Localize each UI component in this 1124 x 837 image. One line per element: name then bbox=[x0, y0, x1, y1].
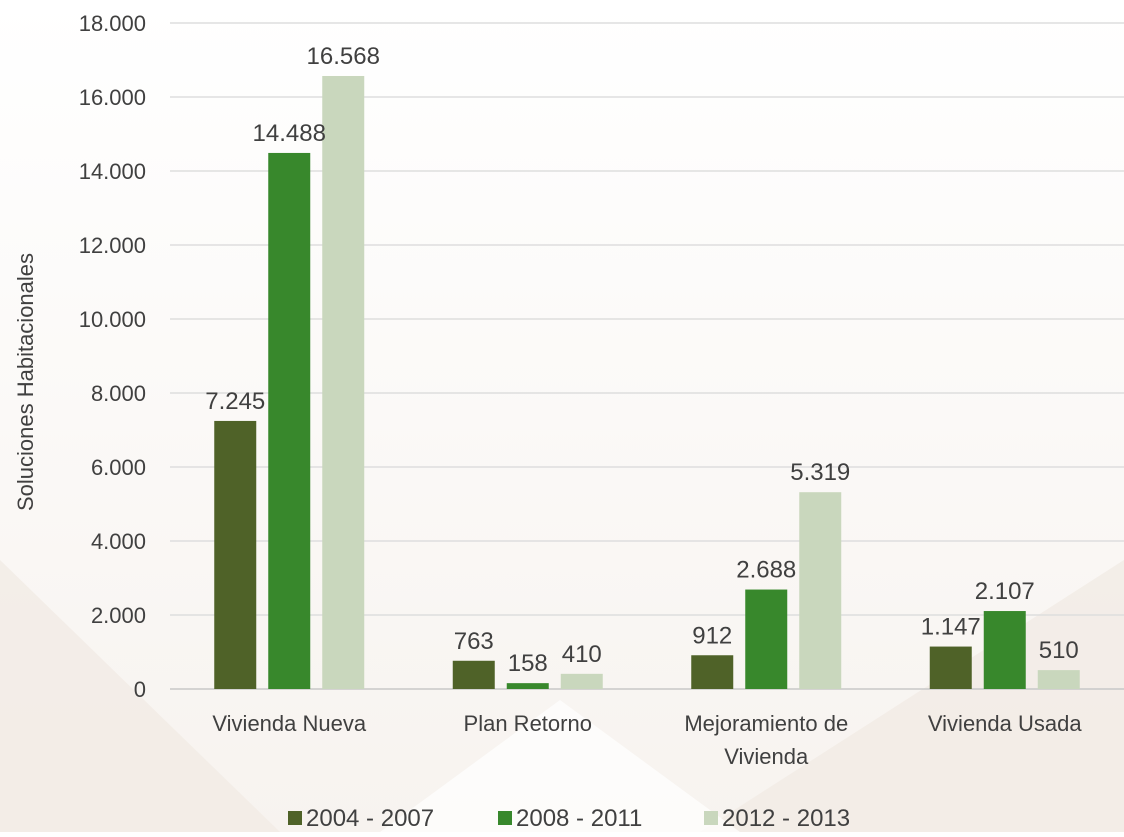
y-tick-label: 14.000 bbox=[79, 159, 146, 184]
y-tick-label: 0 bbox=[134, 677, 146, 702]
bar bbox=[214, 420, 257, 689]
data-label: 2.107 bbox=[975, 578, 1035, 605]
bar bbox=[1037, 670, 1080, 689]
background-shape-center bbox=[380, 700, 740, 832]
bar bbox=[799, 492, 842, 689]
data-label: 1.147 bbox=[921, 614, 981, 641]
y-axis-label: Soluciones Habitacionales bbox=[13, 253, 38, 511]
legend-swatch bbox=[704, 811, 718, 825]
x-tick-label: Vivienda bbox=[724, 744, 809, 769]
bar bbox=[983, 611, 1026, 689]
y-tick-label: 16.000 bbox=[79, 85, 146, 110]
bar bbox=[691, 655, 734, 689]
x-axis-ticks: Vivienda Nueva Plan Retorno Mejoramiento d… bbox=[212, 711, 1082, 769]
y-tick-label: 8.000 bbox=[91, 381, 146, 406]
bar bbox=[745, 589, 788, 689]
y-axis-ticks: 0 2.000 4.000 6.000 8.000 10.000 12.000 14.000 1… bbox=[79, 11, 146, 702]
data-label: 5.319 bbox=[790, 459, 850, 486]
bar bbox=[929, 646, 972, 689]
x-tick-label: Vivienda Nueva bbox=[212, 711, 366, 736]
y-tick-label: 12.000 bbox=[79, 233, 146, 258]
x-tick-label: Vivienda Usada bbox=[928, 711, 1082, 736]
data-label: 158 bbox=[508, 650, 548, 677]
legend-swatch bbox=[288, 811, 302, 825]
x-tick-label: Mejoramiento de bbox=[684, 711, 848, 736]
legend: 2004 - 2007 2008 - 2011 2012 - 2013 bbox=[288, 805, 850, 832]
y-tick-label: 18.000 bbox=[79, 11, 146, 36]
x-tick-label: Plan Retorno bbox=[464, 711, 592, 736]
y-tick-label: 2.000 bbox=[91, 603, 146, 628]
legend-swatch bbox=[498, 811, 512, 825]
bar bbox=[560, 673, 603, 689]
bar bbox=[506, 683, 549, 689]
data-label: 410 bbox=[562, 641, 602, 668]
bar bbox=[322, 75, 365, 689]
bar bbox=[268, 152, 311, 690]
data-label: 510 bbox=[1039, 637, 1079, 664]
data-labels: 7.245 14.488 16.568 763 158 410 912 2.688 5.319 1… bbox=[205, 43, 1079, 677]
legend-label: 2008 - 2011 bbox=[516, 805, 642, 832]
data-label: 16.568 bbox=[307, 43, 380, 70]
y-tick-label: 10.000 bbox=[79, 307, 146, 332]
data-label: 14.488 bbox=[253, 120, 326, 147]
legend-label: 2004 - 2007 bbox=[306, 805, 434, 832]
data-label: 912 bbox=[692, 622, 732, 649]
bar bbox=[452, 660, 495, 689]
background-shape-left bbox=[0, 560, 280, 832]
legend-label: 2012 - 2013 bbox=[722, 805, 850, 832]
data-label: 763 bbox=[454, 628, 494, 655]
y-tick-label: 4.000 bbox=[91, 529, 146, 554]
bars bbox=[214, 75, 1080, 690]
data-label: 7.245 bbox=[205, 388, 265, 415]
y-tick-label: 6.000 bbox=[91, 455, 146, 480]
data-label: 2.688 bbox=[736, 557, 796, 584]
